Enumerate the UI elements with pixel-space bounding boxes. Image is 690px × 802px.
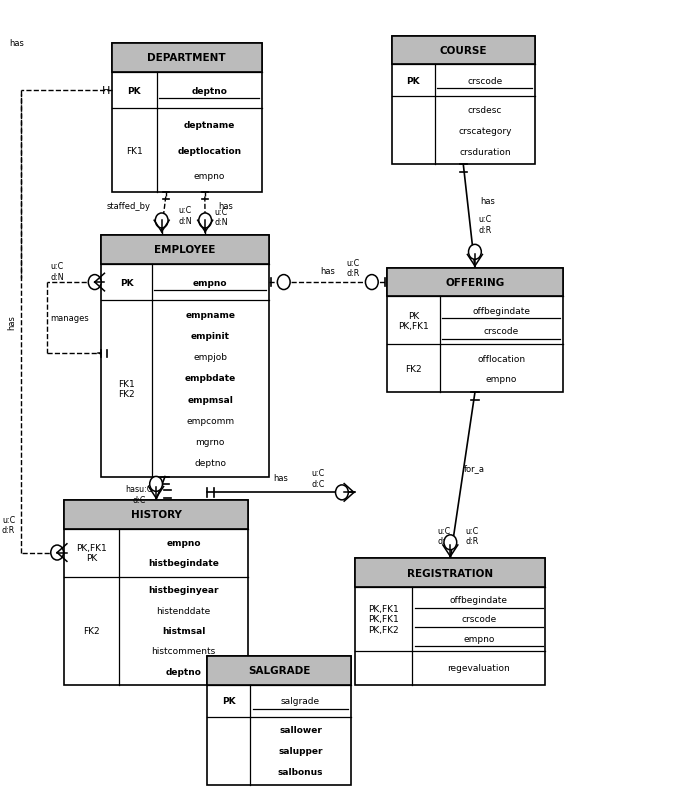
- Text: FK1
FK2: FK1 FK2: [118, 379, 135, 399]
- Text: u:C
d:R: u:C d:R: [478, 215, 491, 234]
- Text: manages: manages: [50, 314, 89, 322]
- Text: FK2: FK2: [405, 365, 422, 374]
- Text: offlocation: offlocation: [477, 354, 525, 363]
- Text: empcomm: empcomm: [186, 416, 234, 425]
- Bar: [355, 558, 545, 685]
- Text: u:C
d:N: u:C d:N: [50, 261, 64, 282]
- Text: deptno: deptno: [166, 667, 201, 676]
- Bar: [101, 236, 268, 477]
- Text: REGISTRATION: REGISTRATION: [407, 568, 493, 577]
- Circle shape: [277, 275, 290, 290]
- Text: PK: PK: [128, 87, 141, 95]
- Text: for_a: for_a: [464, 464, 485, 472]
- Text: u:C
d:R: u:C d:R: [465, 526, 479, 545]
- Text: histmsal: histmsal: [162, 626, 206, 635]
- Text: offbegindate: offbegindate: [473, 306, 531, 315]
- Text: has: has: [274, 474, 288, 483]
- Text: deptno: deptno: [191, 87, 227, 95]
- Text: PK,FK1
PK: PK,FK1 PK: [76, 543, 107, 562]
- Text: OFFERING: OFFERING: [445, 277, 504, 288]
- Text: HISTORY: HISTORY: [130, 509, 181, 520]
- Text: u:C
d:R: u:C d:R: [346, 258, 359, 278]
- Bar: [101, 236, 268, 265]
- Text: empname: empname: [185, 310, 235, 319]
- Text: salbonus: salbonus: [278, 767, 323, 776]
- Bar: [392, 37, 535, 65]
- Text: PK,FK1
PK,FK1
PK,FK2: PK,FK1 PK,FK1 PK,FK2: [368, 605, 400, 634]
- Text: empmsal: empmsal: [187, 395, 233, 404]
- Text: u:C
d:N: u:C d:N: [178, 206, 192, 225]
- Bar: [112, 44, 262, 72]
- Bar: [387, 269, 563, 297]
- Circle shape: [199, 213, 212, 229]
- Text: histbeginyear: histbeginyear: [148, 585, 219, 594]
- Text: hasu:C
d:C: hasu:C d:C: [126, 485, 152, 504]
- Text: sallower: sallower: [279, 726, 322, 735]
- Circle shape: [155, 213, 168, 229]
- Text: PK: PK: [222, 696, 235, 705]
- Text: PK: PK: [120, 278, 133, 287]
- Text: crsduration: crsduration: [459, 148, 511, 156]
- Text: empno: empno: [486, 375, 517, 384]
- Circle shape: [150, 477, 162, 492]
- Bar: [64, 500, 248, 685]
- Bar: [392, 37, 535, 165]
- Text: has: has: [10, 38, 24, 47]
- Text: histcomments: histcomments: [152, 646, 216, 655]
- Text: empno: empno: [166, 538, 201, 547]
- Text: u:C
d:C: u:C d:C: [437, 526, 451, 545]
- Text: has: has: [219, 202, 233, 211]
- Text: empjob: empjob: [193, 353, 227, 362]
- Text: staffed_by: staffed_by: [106, 202, 150, 211]
- Text: has: has: [7, 314, 16, 330]
- Text: offbegindate: offbegindate: [450, 595, 508, 605]
- Text: crscategory: crscategory: [458, 127, 511, 136]
- Text: DEPARTMENT: DEPARTMENT: [148, 53, 226, 63]
- Text: has: has: [320, 266, 335, 275]
- Text: salgrade: salgrade: [281, 696, 320, 705]
- Text: crscode: crscode: [484, 327, 519, 336]
- Text: FK2: FK2: [83, 626, 100, 635]
- Text: histbegindate: histbegindate: [148, 559, 219, 568]
- Bar: [112, 44, 262, 193]
- Text: empbdate: empbdate: [184, 374, 236, 383]
- Text: crsdesc: crsdesc: [468, 106, 502, 115]
- Text: deptno: deptno: [194, 459, 226, 468]
- Bar: [207, 656, 351, 685]
- Text: mgrno: mgrno: [195, 437, 225, 447]
- Text: FK1: FK1: [126, 147, 143, 156]
- Text: histenddate: histenddate: [157, 606, 211, 615]
- Text: u:C
d:N: u:C d:N: [215, 208, 228, 227]
- Bar: [387, 269, 563, 393]
- Circle shape: [469, 245, 482, 260]
- Text: deptlocation: deptlocation: [177, 147, 242, 156]
- Text: u:C
d:R: u:C d:R: [2, 515, 15, 535]
- Bar: [64, 500, 248, 529]
- Bar: [355, 558, 545, 587]
- Text: regevaluation: regevaluation: [447, 663, 510, 672]
- Circle shape: [335, 485, 348, 500]
- Text: empinit: empinit: [190, 331, 230, 341]
- Text: PK: PK: [406, 77, 420, 86]
- Text: COURSE: COURSE: [440, 46, 487, 56]
- Text: crscode: crscode: [461, 614, 496, 624]
- Circle shape: [51, 545, 63, 561]
- Text: u:C
d:C: u:C d:C: [311, 468, 324, 488]
- Text: EMPLOYEE: EMPLOYEE: [155, 245, 216, 255]
- Text: empno: empno: [193, 278, 228, 287]
- Circle shape: [88, 275, 101, 290]
- Text: H: H: [102, 86, 110, 96]
- Bar: [207, 656, 351, 784]
- Text: PK
PK,FK1: PK PK,FK1: [398, 311, 428, 330]
- Text: empno: empno: [463, 634, 495, 643]
- Text: empno: empno: [194, 172, 225, 181]
- Text: deptname: deptname: [184, 121, 235, 130]
- Text: has: has: [480, 196, 495, 205]
- Circle shape: [366, 275, 378, 290]
- Text: salupper: salupper: [278, 746, 323, 755]
- Circle shape: [444, 535, 457, 550]
- Text: crscode: crscode: [467, 77, 502, 86]
- Text: SALGRADE: SALGRADE: [248, 666, 310, 675]
